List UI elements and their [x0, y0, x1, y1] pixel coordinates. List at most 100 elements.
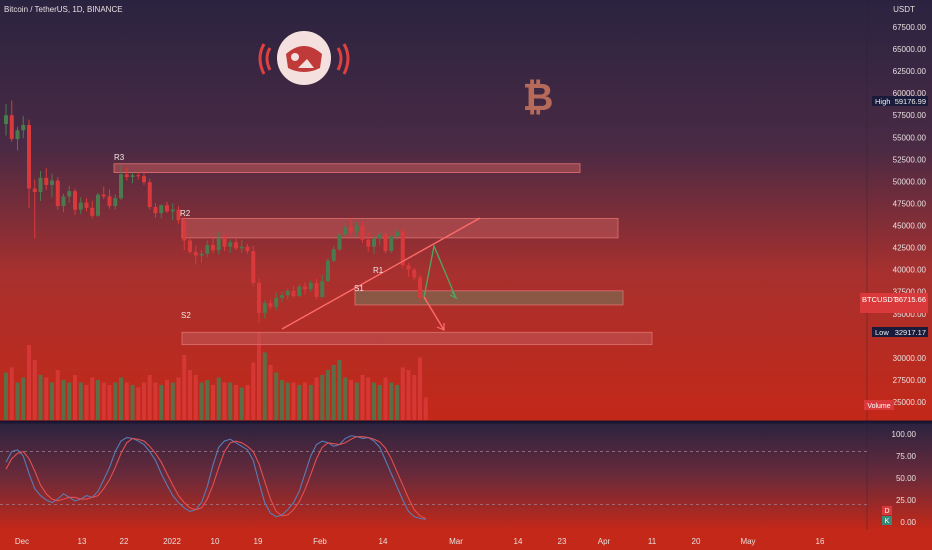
volume-bar	[21, 377, 26, 420]
stoch-guides	[0, 451, 867, 505]
candle-body	[4, 115, 8, 125]
stoch-tick-label: 50.00	[896, 474, 917, 483]
candle-body	[274, 297, 279, 307]
candle-body	[153, 207, 158, 214]
volume-bar	[308, 385, 313, 420]
svg-text:BTCUSDT: BTCUSDT	[862, 295, 898, 304]
candle-body	[188, 240, 192, 252]
candle-body	[165, 205, 169, 212]
candle-body	[383, 234, 388, 252]
volume-bar	[239, 387, 244, 420]
time-tick-label: 19	[254, 537, 263, 546]
candle-body	[234, 242, 238, 249]
volume-bar	[418, 357, 422, 420]
svg-text:D: D	[884, 508, 889, 515]
time-tick-label: 14	[379, 537, 388, 546]
trend-drawings	[281, 217, 481, 331]
candle-body	[389, 236, 394, 252]
candle-body	[222, 238, 227, 247]
volume-bar	[27, 345, 31, 420]
candle-body	[96, 194, 100, 216]
zone-label-r2: R2	[180, 209, 191, 218]
candle-body	[78, 202, 83, 210]
candle-body	[142, 176, 146, 183]
time-axis[interactable]: Dec 13 22 2022 10 19 Feb 14 Mar 14 23 Apr 11 20 May 16	[15, 537, 825, 546]
symbol-header: Bitcoin / TetherUS, 1D, BINANCE	[4, 5, 123, 14]
current-price-badge: BTCUSDT 36715.66	[860, 293, 928, 313]
volume-bar	[337, 360, 342, 420]
high-badge: High 59176.99	[872, 96, 928, 106]
price-axis[interactable]: 67500.00 65000.00 62500.00 60000.00 57500.00…	[893, 23, 927, 407]
time-tick-label: May	[740, 537, 755, 546]
price-tick-label: 27500.00	[893, 376, 927, 385]
volume-bar	[188, 370, 192, 420]
candle-body	[124, 174, 129, 177]
volume-bar	[389, 382, 394, 420]
stoch-tick-label: 100.00	[892, 430, 917, 439]
volume-bar	[349, 380, 353, 420]
stoch-k-badge: K	[882, 516, 892, 525]
volume-bar	[205, 380, 210, 420]
volume-bar	[314, 377, 319, 420]
svg-text:59176.99: 59176.99	[895, 97, 926, 106]
volume-bar	[147, 375, 152, 420]
candle-body	[366, 239, 371, 247]
volume-bar	[354, 382, 359, 420]
candle-body	[372, 238, 376, 247]
time-tick-label: 14	[514, 537, 523, 546]
candle-body	[245, 246, 250, 252]
zone-label-s1: S1	[354, 284, 364, 293]
volume-bar	[377, 385, 382, 420]
volume-bar	[130, 385, 135, 420]
price-tick-label: 57500.00	[893, 111, 927, 120]
oscillator-pane-background	[0, 422, 932, 530]
green-projection	[423, 243, 457, 299]
volume-bar	[182, 355, 187, 420]
volume-bar	[38, 375, 43, 420]
candle-body	[331, 249, 336, 261]
candle-body	[205, 244, 210, 254]
stoch-tick-label: 25.00	[896, 496, 917, 505]
volume-bar	[107, 385, 112, 420]
volume-bar	[211, 385, 215, 420]
time-tick-label: 23	[558, 537, 567, 546]
candle-body	[90, 207, 95, 216]
volume-bar	[136, 387, 141, 420]
candle-body	[412, 269, 417, 278]
candle-body	[251, 251, 256, 283]
volume-bar	[153, 382, 158, 420]
astronaut-helmet-logo	[258, 31, 350, 85]
volume-bar	[113, 382, 118, 420]
price-tick-label: 40000.00	[893, 266, 927, 275]
zone-label-r3: R3	[114, 153, 125, 162]
zone-s2	[181, 331, 653, 346]
bitcoin-icon: ₿	[523, 75, 554, 119]
candle-body	[193, 252, 198, 256]
candle-body	[303, 286, 307, 290]
red-projection	[423, 296, 445, 331]
candle-body	[268, 303, 273, 307]
support-resistance-zones	[113, 163, 653, 346]
candle-body	[170, 209, 175, 212]
volume-bar	[84, 385, 89, 420]
stoch-axis[interactable]: 100.00 75.00 50.00 25.00 0.00	[892, 430, 917, 527]
volume-bar	[44, 377, 49, 420]
price-tick-label: 37500.00	[893, 288, 927, 297]
time-tick-label: Apr	[598, 537, 611, 546]
price-tick-label: 62500.00	[893, 67, 927, 76]
volume-bar	[78, 382, 83, 420]
volume-bar	[165, 380, 169, 420]
stochastic-lines	[5, 435, 426, 520]
price-tick-label: 42500.00	[893, 244, 927, 253]
volume-bar	[326, 370, 330, 420]
candle-body	[9, 115, 14, 140]
volume-bar	[406, 370, 411, 420]
candle-body	[406, 265, 411, 270]
candle-body	[400, 231, 405, 266]
volume-bar	[360, 375, 365, 420]
time-tick-label: Feb	[313, 537, 327, 546]
candle-body	[326, 260, 330, 282]
price-tick-label: 25000.00	[893, 398, 927, 407]
volume-bar	[15, 382, 20, 420]
